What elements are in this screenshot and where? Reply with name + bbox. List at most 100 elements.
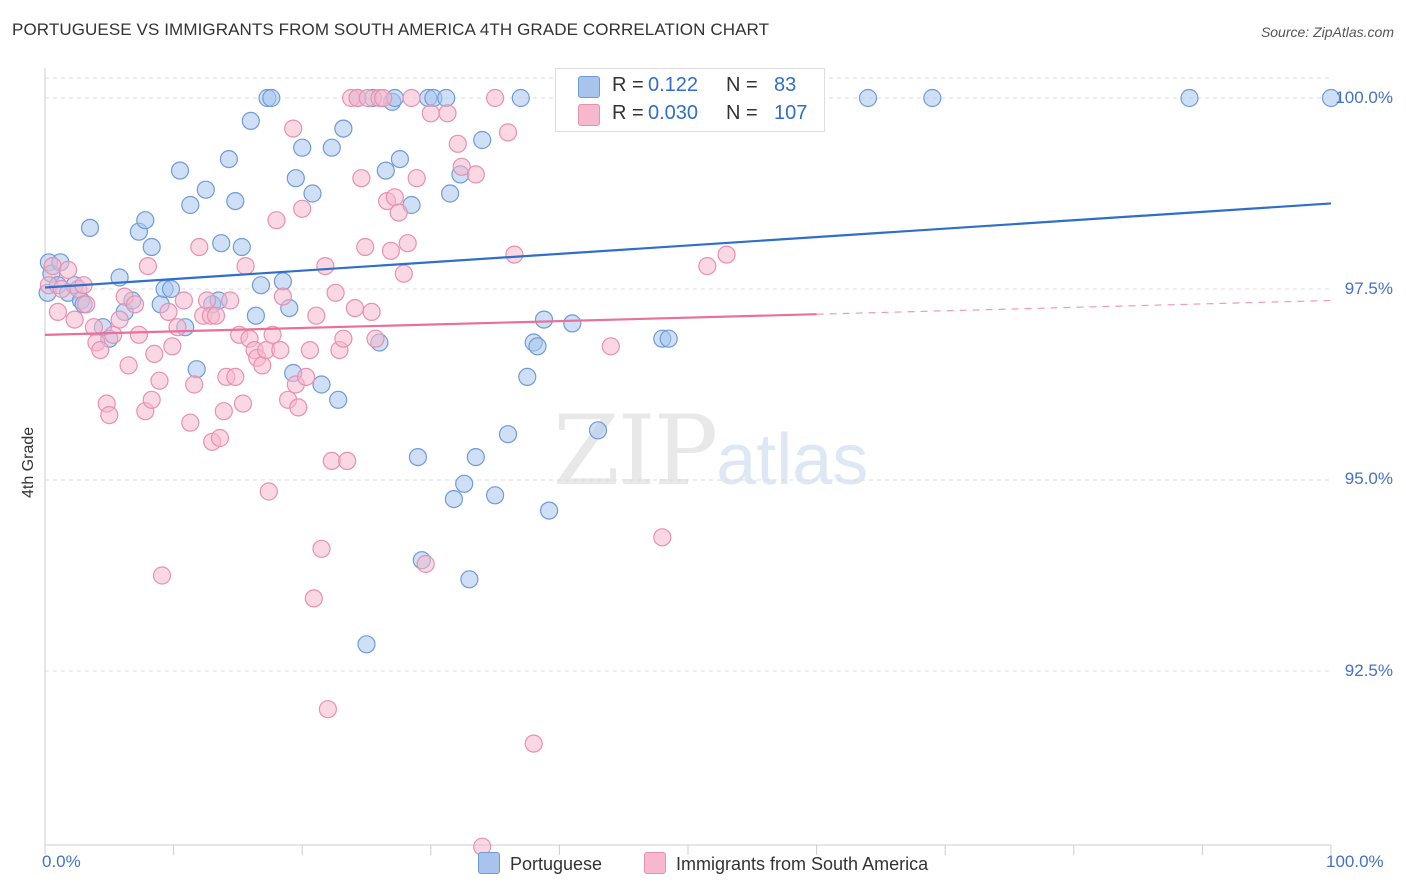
y-tick-label-97-5: 97.5% xyxy=(1344,279,1393,298)
series-legend-item-immigrants[interactable]: Immigrants from South America xyxy=(644,852,928,875)
point-immigrants xyxy=(524,734,543,753)
x-tick-label-0: 0.0% xyxy=(42,852,81,871)
point-portuguese xyxy=(329,390,348,409)
point-portuguese xyxy=(511,88,530,108)
point-immigrants xyxy=(150,371,169,390)
point-portuguese xyxy=(322,138,341,157)
point-immigrants xyxy=(394,264,413,283)
legend-n-label: N = xyxy=(726,102,758,124)
point-portuguese xyxy=(80,218,100,237)
point-immigrants xyxy=(267,211,286,230)
point-immigrants xyxy=(271,341,290,360)
point-portuguese xyxy=(262,88,281,108)
y-tick-label-92-5: 92.5% xyxy=(1344,661,1393,680)
point-portuguese xyxy=(212,234,231,253)
point-immigrants xyxy=(77,295,96,314)
point-immigrants xyxy=(312,539,331,558)
legend-n-value: 83 xyxy=(774,74,797,96)
point-immigrants xyxy=(385,188,404,207)
point-immigrants xyxy=(601,337,620,356)
point-immigrants xyxy=(152,566,172,585)
point-immigrants xyxy=(110,310,129,329)
series-legend: Portuguese Immigrants from South America xyxy=(0,850,1406,880)
point-immigrants xyxy=(100,406,119,425)
point-immigrants xyxy=(334,329,353,348)
legend-r-label: R = xyxy=(612,74,644,96)
point-immigrants xyxy=(338,451,357,470)
point-portuguese xyxy=(1321,88,1341,108)
point-immigrants xyxy=(448,134,467,153)
point-portuguese xyxy=(518,367,537,386)
point-immigrants xyxy=(345,299,364,318)
point-immigrants xyxy=(300,341,319,360)
point-portuguese xyxy=(286,169,305,188)
trend-line-immigrants xyxy=(44,313,817,336)
point-immigrants xyxy=(402,88,421,108)
point-portuguese xyxy=(528,337,547,356)
point-immigrants xyxy=(174,291,193,310)
point-immigrants xyxy=(221,291,240,310)
point-portuguese xyxy=(246,306,265,325)
point-portuguese xyxy=(232,237,251,257)
point-portuguese xyxy=(539,501,559,520)
point-immigrants xyxy=(263,325,282,344)
point-immigrants xyxy=(119,356,138,375)
point-portuguese xyxy=(1180,88,1199,108)
point-portuguese xyxy=(588,421,608,440)
series-legend-item-portuguese[interactable]: Portuguese xyxy=(478,852,602,875)
point-immigrants xyxy=(52,279,71,299)
point-immigrants xyxy=(717,245,736,264)
point-immigrants xyxy=(322,451,341,470)
point-immigrants xyxy=(374,88,393,108)
point-immigrants xyxy=(304,589,323,608)
point-portuguese xyxy=(226,192,245,211)
point-portuguese xyxy=(312,375,331,394)
point-portuguese xyxy=(251,276,271,295)
trend-line-portuguese xyxy=(44,202,1332,289)
point-portuguese xyxy=(142,237,161,257)
point-portuguese xyxy=(187,360,206,379)
point-immigrants xyxy=(142,390,161,409)
point-immigrants xyxy=(326,283,345,302)
y-axis-label: 4th Grade xyxy=(20,426,37,498)
point-portuguese xyxy=(170,161,190,180)
point-portuguese xyxy=(219,150,238,169)
point-immigrants xyxy=(452,157,471,176)
point-immigrants xyxy=(307,306,326,325)
watermark-atlas: atlas xyxy=(716,420,869,500)
point-portuguese xyxy=(563,314,582,333)
point-portuguese xyxy=(437,88,456,108)
point-immigrants xyxy=(466,165,485,184)
point-immigrants xyxy=(486,88,505,108)
point-immigrants xyxy=(698,257,717,276)
point-immigrants xyxy=(181,413,200,432)
point-portuguese xyxy=(455,474,474,493)
series-legend-label: Portuguese xyxy=(510,854,603,874)
legend-r-label: R = xyxy=(612,102,644,124)
point-immigrants xyxy=(362,302,381,321)
point-portuguese xyxy=(466,448,485,467)
watermark-zip: ZIP xyxy=(553,395,718,507)
point-portuguese xyxy=(923,88,942,108)
point-immigrants xyxy=(163,337,182,356)
watermark: ZIPatlas xyxy=(553,395,868,507)
point-immigrants xyxy=(259,482,278,501)
point-immigrants xyxy=(407,169,426,188)
point-immigrants xyxy=(318,700,337,719)
point-immigrants xyxy=(129,325,148,344)
point-immigrants xyxy=(498,123,518,142)
point-portuguese xyxy=(858,88,878,108)
point-immigrants xyxy=(138,257,157,276)
trend-line-extension-immigrants xyxy=(816,299,1332,315)
point-portuguese xyxy=(498,425,518,444)
point-portuguese xyxy=(441,184,460,203)
point-portuguese xyxy=(273,272,292,291)
point-immigrants xyxy=(653,528,672,547)
point-immigrants xyxy=(48,302,68,321)
point-immigrants xyxy=(125,295,145,314)
chart-source: Source: ZipAtlas.com xyxy=(1260,24,1394,40)
x-tick-label-100: 100.0% xyxy=(1326,852,1384,871)
point-immigrants xyxy=(236,257,255,276)
chart-title: PORTUGUESE VS IMMIGRANTS FROM SOUTH AMER… xyxy=(12,20,770,39)
point-immigrants xyxy=(316,257,335,276)
